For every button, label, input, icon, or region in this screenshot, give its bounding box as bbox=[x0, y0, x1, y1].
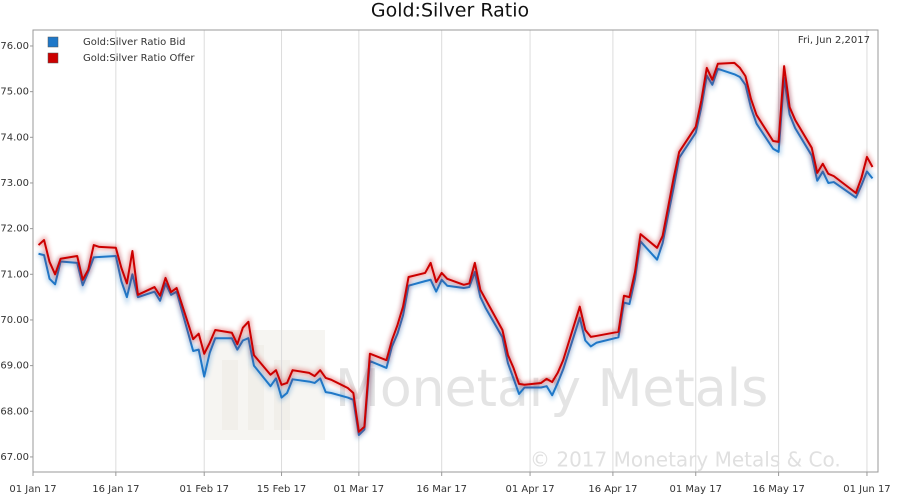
x-tick-label: 01 Feb 17 bbox=[179, 484, 229, 495]
x-tick-label: 01 Jan 17 bbox=[9, 484, 56, 495]
y-tick-label: 67.00 bbox=[0, 452, 29, 463]
legend-label: Gold:Silver Ratio Offer bbox=[83, 53, 195, 64]
x-tick-label: 16 Jan 17 bbox=[92, 484, 139, 495]
watermark: Monetary Metals bbox=[335, 359, 768, 419]
plot-frame bbox=[32, 29, 879, 473]
chart-title: Gold:Silver Ratio bbox=[371, 0, 529, 22]
y-tick-label: 74.00 bbox=[0, 132, 29, 143]
copyright: © 2017 Monetary Metals & Co. bbox=[530, 448, 841, 472]
legend: Gold:Silver Ratio Bid Gold:Silver Ratio O… bbox=[47, 36, 195, 64]
legend-label: Gold:Silver Ratio Bid bbox=[83, 37, 185, 48]
x-tick-label: 16 May 17 bbox=[752, 484, 804, 495]
watermark-logo bbox=[205, 330, 325, 440]
logo-bar bbox=[222, 360, 238, 430]
x-tick-label: 15 Feb 17 bbox=[257, 484, 307, 495]
legend-swatch bbox=[47, 52, 59, 64]
x-tick-label: 01 Mar 17 bbox=[334, 484, 385, 495]
y-tick-label: 76.00 bbox=[0, 41, 29, 52]
y-tick-label: 72.00 bbox=[0, 224, 29, 235]
line bbox=[37, 61, 874, 433]
x-tick-label: 16 Apr 17 bbox=[588, 484, 637, 495]
y-tick-label: 75.00 bbox=[0, 87, 29, 98]
x-tick-label: 16 Mar 17 bbox=[416, 484, 467, 495]
y-tick-label: 73.00 bbox=[0, 178, 29, 189]
y-tick-label: 70.00 bbox=[0, 315, 29, 326]
y-tick-label: 71.00 bbox=[0, 269, 29, 280]
x-tick-label: 01 Apr 17 bbox=[506, 484, 555, 495]
x-tick-label: 01 May 17 bbox=[670, 484, 722, 495]
date-annotation: Fri, Jun 2,2017 bbox=[798, 35, 870, 46]
x-tick-label: 01 Jun 17 bbox=[843, 484, 890, 495]
legend-swatch bbox=[47, 36, 59, 48]
logo-box bbox=[205, 330, 325, 440]
y-tick-label: 68.00 bbox=[0, 406, 29, 417]
y-tick-label: 69.00 bbox=[0, 361, 29, 372]
